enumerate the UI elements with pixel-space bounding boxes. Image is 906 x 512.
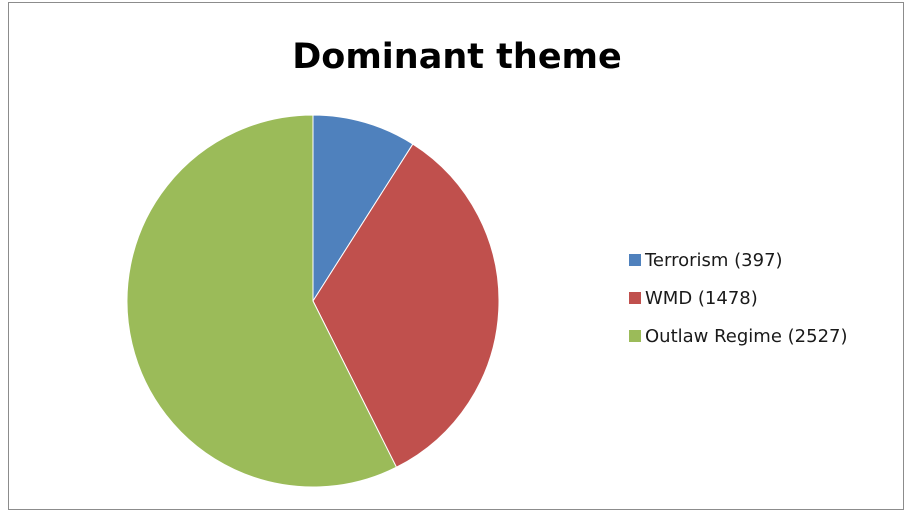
chart-frame: Dominant theme Terrorism (397) WMD (1478)…	[8, 2, 904, 510]
legend-item: Terrorism (397)	[629, 241, 848, 279]
pie-slice-0	[312, 114, 414, 303]
legend-label: Terrorism (397)	[645, 249, 783, 271]
legend-label: Outlaw Regime (2527)	[645, 325, 848, 347]
legend-swatch	[629, 292, 641, 304]
pie-slice-2	[126, 114, 398, 488]
legend-item: Outlaw Regime (2527)	[629, 317, 848, 355]
legend: Terrorism (397) WMD (1478) Outlaw Regime (…	[629, 241, 848, 355]
legend-swatch	[629, 330, 641, 342]
chart-title: Dominant theme	[292, 37, 622, 77]
legend-swatch	[629, 254, 641, 266]
pie-chart	[126, 114, 500, 488]
legend-label: WMD (1478)	[645, 287, 758, 309]
pie-slice-1	[312, 143, 500, 468]
legend-item: WMD (1478)	[629, 279, 848, 317]
